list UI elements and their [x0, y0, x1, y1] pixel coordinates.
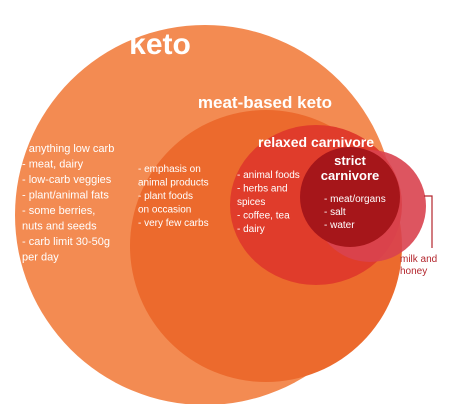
circle-item: per day [22, 252, 59, 264]
circle-title: relaxed carnivore [258, 134, 374, 150]
bracket [424, 195, 433, 248]
circle-item: - coffee, tea [237, 211, 290, 222]
circle-item: on occasion [138, 205, 191, 216]
circle-item: - meat/organs [324, 194, 386, 205]
circle-item: - salt [324, 207, 346, 218]
circle-title: carnivore [321, 168, 380, 183]
circle-item: nuts and seeds [22, 221, 97, 233]
circle-item: - anything low carb [22, 143, 114, 155]
circle-item: - herbs and [237, 184, 288, 195]
circle-item: - plant foods [138, 191, 193, 202]
circle-item: - carb limit 30-50g [22, 236, 110, 248]
circle-item: - emphasis on [138, 164, 201, 175]
circle-item: - meat, dairy [22, 159, 84, 171]
annotation: honey [400, 266, 427, 277]
circle-item: - low-carb veggies [22, 174, 112, 186]
strict-carnivore-circle [300, 147, 400, 247]
circle-item: - some berries, [22, 205, 95, 217]
circle-item: - very few carbs [138, 218, 209, 229]
circle-item: - dairy [237, 224, 265, 235]
circle-title: meat-based keto [198, 93, 332, 112]
annotation: milk and [400, 254, 437, 265]
circle-item: spices [237, 197, 265, 208]
circle-title: keto [129, 28, 191, 61]
circle-item: animal products [138, 178, 209, 189]
circle-item: - water [324, 220, 355, 231]
circle-item: - plant/animal fats [22, 190, 109, 202]
circle-title: strict [334, 153, 366, 168]
labels: keto - anything low carb - meat, dairy - lo… [22, 28, 437, 277]
circle-item: - animal foods [237, 170, 300, 181]
